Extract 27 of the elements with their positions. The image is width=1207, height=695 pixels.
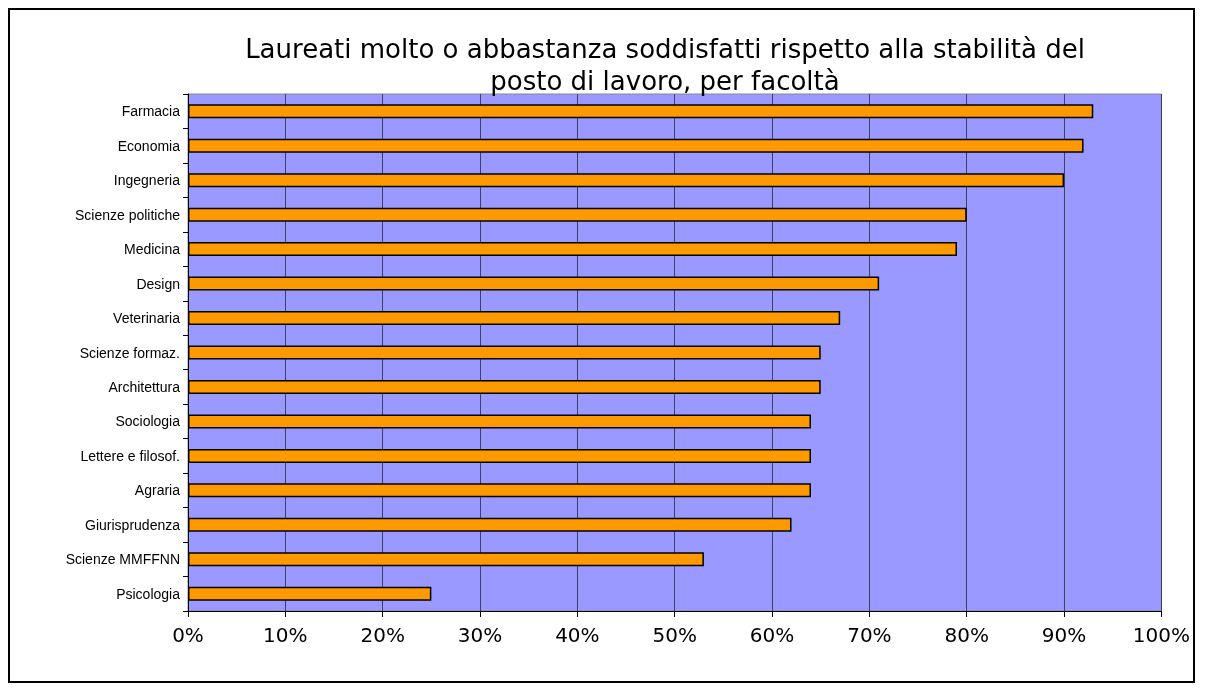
y-tick-label: Sociologia	[115, 413, 181, 430]
y-tick-label: Architettura	[108, 378, 181, 395]
x-tick-label: 0%	[172, 623, 204, 647]
x-tick-label: 60%	[749, 623, 795, 647]
x-tick-label: 90%	[1041, 623, 1087, 647]
y-tick-label: Scienze politiche	[74, 206, 181, 223]
x-tick-label: 30%	[457, 623, 503, 647]
x-tick-label: 70%	[847, 623, 892, 647]
y-tick-label: Design	[136, 275, 180, 292]
y-tick-label: Medicina	[123, 241, 181, 258]
y-tick-label: Psicologia	[116, 585, 181, 602]
y-tick-label: Giurisprudenza	[85, 516, 181, 533]
y-tick-label: Agraria	[134, 482, 181, 499]
chart-title: Laureati molto o abbastanza soddisfatti rispetto alla stabilità del posto di lavoro, per facoltà	[245, 34, 1085, 96]
y-tick-label: Scienze MMFFNN	[65, 551, 180, 568]
y-tick-label: Scienze formaz.	[79, 344, 180, 361]
y-tick-label: Veterinaria	[113, 310, 181, 327]
x-tick-label: 100%	[1132, 623, 1190, 647]
x-tick-label: 20%	[360, 623, 405, 647]
x-tick-label: 10%	[263, 623, 308, 647]
x-tick-label: 50%	[652, 623, 697, 647]
x-tick-label: 80%	[944, 623, 989, 647]
y-tick-label: Lettere e filosof.	[80, 447, 180, 464]
y-tick-label: Farmacia	[121, 103, 181, 120]
x-tick-label: 40%	[555, 623, 600, 647]
y-tick-label: Ingegneria	[113, 172, 181, 189]
y-tick-label: Economia	[117, 137, 181, 154]
